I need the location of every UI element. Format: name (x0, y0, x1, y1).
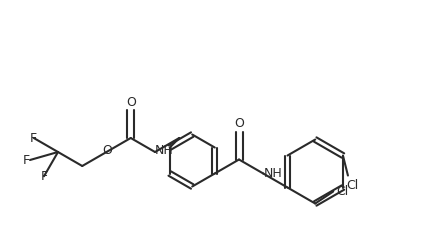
Text: F: F (30, 131, 37, 144)
Text: F: F (41, 170, 48, 183)
Text: F: F (22, 153, 29, 167)
Text: Cl: Cl (336, 185, 348, 198)
Text: O: O (234, 117, 244, 130)
Text: O: O (102, 144, 112, 157)
Text: NH: NH (264, 167, 283, 180)
Text: NH: NH (155, 144, 173, 157)
Text: O: O (126, 96, 136, 109)
Text: Cl: Cl (346, 179, 358, 192)
